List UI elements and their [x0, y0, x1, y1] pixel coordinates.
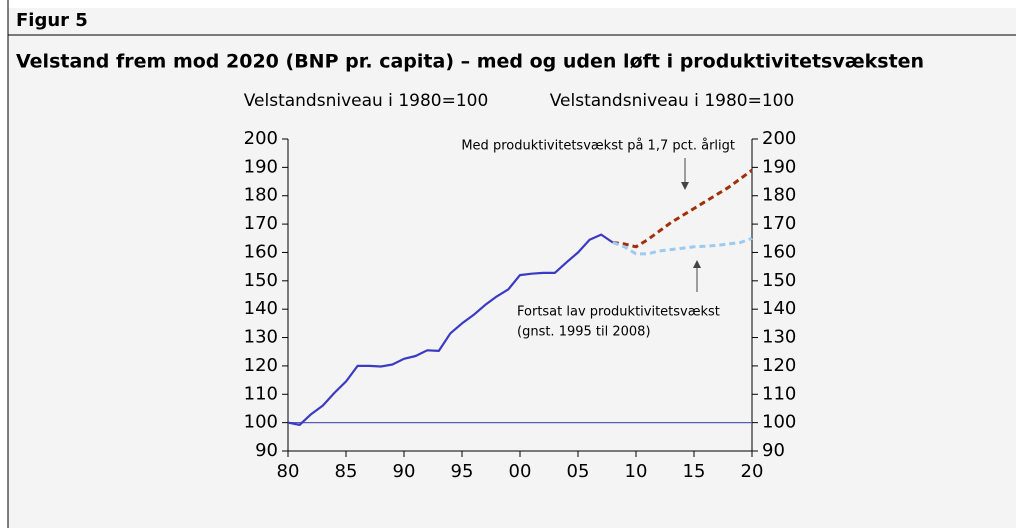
- y2-tick-label: 150: [762, 270, 796, 291]
- annotation: (gnst. 1995 til 2008): [517, 325, 651, 340]
- y2-tick-label: 170: [762, 213, 796, 234]
- x-tick-label: 15: [683, 461, 706, 482]
- x-tick-label: 00: [509, 461, 532, 482]
- x-tick-label: 80: [277, 461, 300, 482]
- x-tick-label: 85: [335, 461, 358, 482]
- y2-tick-label: 140: [762, 298, 796, 319]
- y-tick-label: 120: [244, 355, 278, 376]
- y-tick-label: 100: [244, 412, 278, 433]
- y2-tick-label: 160: [762, 241, 796, 262]
- y-tick-label: 180: [244, 185, 278, 206]
- y2-tick-label: 180: [762, 185, 796, 206]
- y-tick-label: 110: [244, 383, 278, 404]
- y-tick-label: 140: [244, 298, 278, 319]
- y2-tick-label: 130: [762, 327, 796, 348]
- series-line: [612, 236, 753, 256]
- y-tick-label: 170: [244, 213, 278, 234]
- background: [8, 8, 1016, 528]
- y-tick-label: 150: [244, 270, 278, 291]
- y2-axis-label: Velstandsniveau i 1980=100: [550, 91, 795, 111]
- y-tick-label: 190: [244, 156, 278, 177]
- y2-tick-label: 90: [762, 440, 785, 461]
- x-tick-label: 20: [741, 461, 764, 482]
- series-line: [612, 168, 753, 249]
- y-tick-label: 160: [244, 241, 278, 262]
- series-line: [287, 233, 614, 426]
- x-tick-label: 10: [625, 461, 648, 482]
- x-tick-label: 95: [451, 461, 474, 482]
- annotation: Med produktivitetsvækst på 1,7 pct. årli…: [461, 139, 735, 154]
- y2-tick-label: 110: [762, 383, 796, 404]
- annotation-arrowhead: [681, 182, 689, 190]
- x-tick-label: 05: [567, 461, 590, 482]
- y-tick-label: 200: [244, 128, 278, 149]
- y2-tick-label: 190: [762, 156, 796, 177]
- annotation-arrowhead: [693, 260, 701, 268]
- chart-title: Velstand frem mod 2020 (BNP pr. capita) …: [16, 51, 924, 73]
- y2-tick-label: 200: [762, 128, 796, 149]
- figure-header: Figur 5: [16, 10, 88, 31]
- annotation: Fortsat lav produktivitetsvækst: [517, 305, 720, 320]
- y2-tick-label: 100: [762, 412, 796, 433]
- y-tick-label: 90: [255, 440, 278, 461]
- x-tick-label: 90: [393, 461, 416, 482]
- y-tick-label: 130: [244, 327, 278, 348]
- y2-tick-label: 120: [762, 355, 796, 376]
- y-axis-label: Velstandsniveau i 1980=100: [244, 91, 489, 111]
